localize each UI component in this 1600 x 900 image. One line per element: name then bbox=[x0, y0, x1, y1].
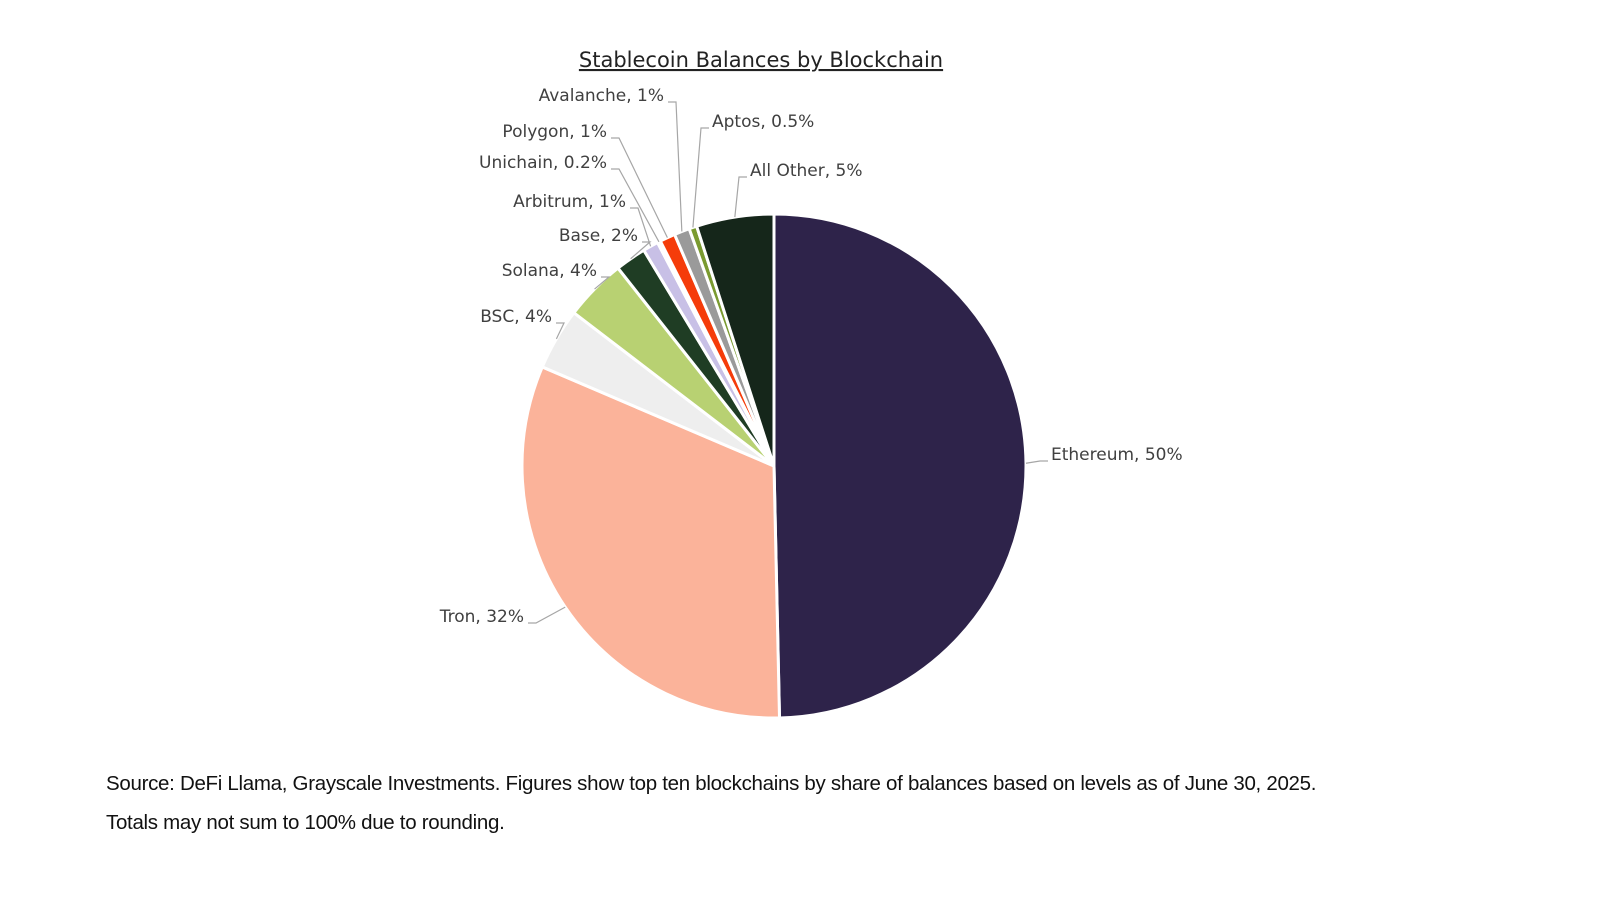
slice-ethereum bbox=[772, 212, 1028, 720]
leader-line bbox=[630, 207, 652, 247]
data-label: Unichain, 0.2% bbox=[479, 153, 607, 173]
data-label: Ethereum, 50% bbox=[1051, 445, 1183, 465]
rounding-note: Totals may not sum to 100% due to roundi… bbox=[106, 811, 505, 834]
data-label: Solana, 4% bbox=[502, 261, 597, 281]
leader-line bbox=[692, 127, 709, 228]
leader-line bbox=[528, 606, 566, 624]
data-label: Base, 2% bbox=[559, 226, 638, 246]
leader-line bbox=[1025, 460, 1048, 464]
chart-title: Stablecoin Balances by Blockchain bbox=[579, 48, 943, 72]
source-note: Source: DeFi Llama, Grayscale Investment… bbox=[106, 772, 1317, 795]
leader-line bbox=[630, 241, 652, 260]
data-label: BSC, 4% bbox=[480, 307, 552, 327]
data-label: All Other, 5% bbox=[750, 161, 863, 181]
leader-line bbox=[668, 101, 683, 232]
leader-line bbox=[611, 137, 668, 238]
leader-line bbox=[734, 176, 747, 218]
data-label: Avalanche, 1% bbox=[539, 86, 664, 106]
data-label: Aptos, 0.5% bbox=[712, 112, 814, 132]
data-label: Tron, 32% bbox=[439, 607, 524, 627]
leader-line bbox=[555, 322, 565, 340]
data-label: Polygon, 1% bbox=[502, 122, 607, 142]
leader-line bbox=[594, 276, 611, 290]
slice-tron bbox=[520, 364, 782, 720]
data-label: Arbitrum, 1% bbox=[513, 192, 626, 212]
leader-line bbox=[611, 168, 660, 243]
